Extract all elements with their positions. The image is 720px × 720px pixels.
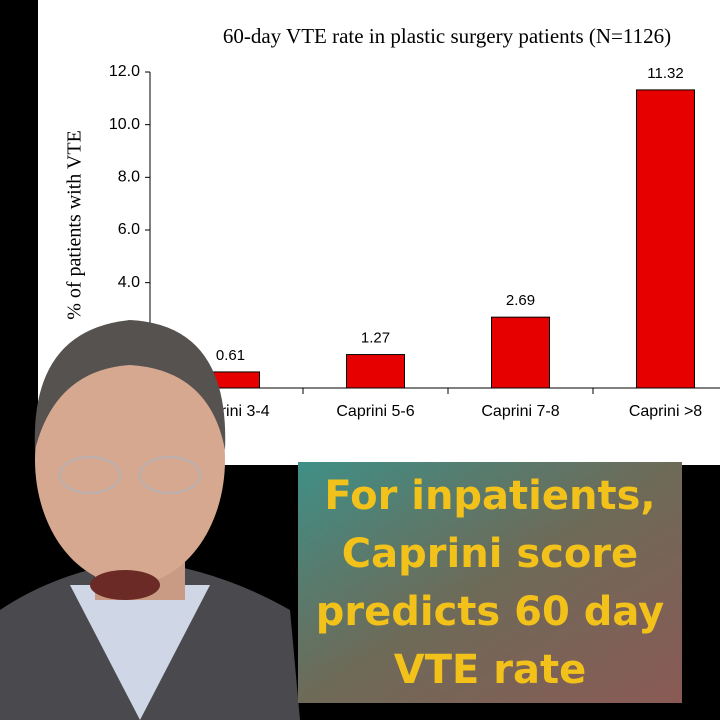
bar	[636, 89, 695, 389]
caption-line: VTE rate	[394, 647, 586, 693]
y-tick-label: 4.0	[118, 274, 140, 291]
data-label: 2.69	[506, 292, 535, 309]
presenter-glasses	[59, 456, 121, 494]
presenter-mouth	[90, 570, 160, 600]
presenter-face	[35, 335, 225, 585]
y-tick-label: 8.0	[118, 169, 140, 186]
data-label: 1.27	[361, 330, 390, 347]
y-tick-label: 12.0	[109, 63, 140, 80]
data-label: 0.61	[216, 347, 245, 364]
caption-line: Caprini score	[342, 531, 638, 577]
caption-line: For inpatients,	[324, 473, 655, 519]
y-tick-label: 10.0	[109, 116, 140, 133]
x-tick-label: Caprini 7-8	[481, 403, 559, 420]
caption-line: predicts 60 day	[316, 589, 664, 635]
presenter-hair	[34, 320, 226, 450]
x-tick-label: Caprini >8	[629, 403, 702, 420]
bar	[346, 354, 405, 389]
y-axis-label: % of patients with VTE	[64, 130, 86, 320]
presenter-shirt	[70, 585, 210, 720]
presenter-glasses	[139, 456, 201, 494]
chart-title: 60-day VTE rate in plastic surgery patie…	[223, 24, 671, 48]
bar	[491, 316, 550, 389]
caption-box	[298, 462, 682, 703]
y-tick-label: 6.0	[118, 221, 140, 238]
x-tick-label: Caprini 5-6	[336, 403, 414, 420]
presenter	[0, 320, 300, 720]
data-label: 11.32	[647, 65, 683, 82]
